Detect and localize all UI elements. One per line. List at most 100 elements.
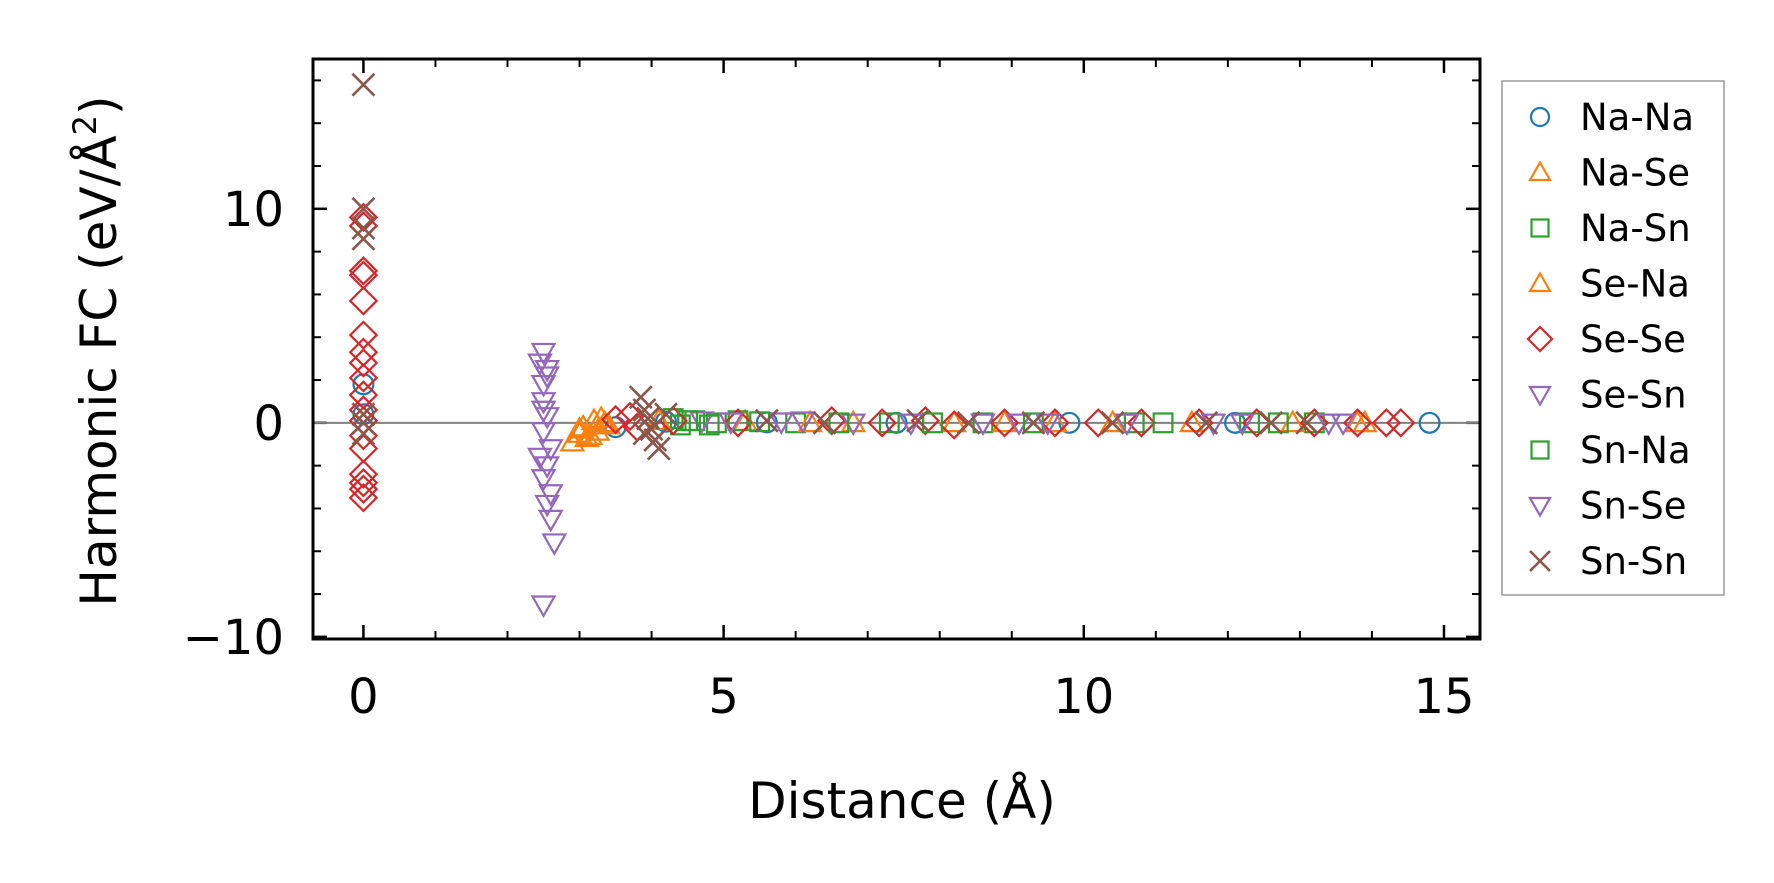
point-sn-sn xyxy=(1021,410,1046,435)
point-se-se xyxy=(348,348,379,378)
point-se-na xyxy=(1099,409,1126,433)
point-sn-sn xyxy=(632,398,657,422)
point-se-se xyxy=(348,474,379,504)
point-se-sn xyxy=(541,533,568,556)
plot-frame xyxy=(311,57,1482,641)
x-tick-label: 0 xyxy=(348,669,379,725)
y-axis-label-main: Harmonic FC (eV/Å xyxy=(70,135,128,606)
point-sn-sn xyxy=(632,421,657,446)
point-se-na xyxy=(797,409,823,433)
point-se-se xyxy=(348,202,379,233)
point-sn-sn xyxy=(1100,410,1125,435)
point-se-se xyxy=(1371,408,1402,438)
legend-marker-se-se xyxy=(1526,325,1554,353)
point-se-se xyxy=(1126,408,1157,438)
point-na-sn xyxy=(878,412,900,434)
data-points xyxy=(348,72,1441,618)
point-na-na xyxy=(352,373,375,396)
point-sn-sn xyxy=(754,408,779,433)
point-sn-sn xyxy=(956,410,981,435)
legend: Na-Na Na-Se Na-Sn Se-Na Se-Se Se-Sn Sn-Na Sn-Se… xyxy=(1501,80,1725,596)
x-axis-label: Distance (Å) xyxy=(748,772,1056,830)
legend-label-sn-sn: Sn-Sn xyxy=(1580,540,1687,583)
point-na-na xyxy=(1058,411,1081,434)
point-sn-sn xyxy=(351,421,376,446)
legend-label-se-sn: Se-Sn xyxy=(1580,374,1687,417)
point-se-se xyxy=(816,405,847,436)
point-se-sn xyxy=(1315,413,1342,437)
x-tick-label: 5 xyxy=(708,669,739,725)
point-sn-na xyxy=(677,410,699,432)
point-se-na xyxy=(577,422,604,446)
y-tick-label: 0 xyxy=(253,396,284,452)
point-se-se xyxy=(1342,408,1373,438)
point-sn-na xyxy=(1267,412,1289,434)
legend-marker-na-sn xyxy=(1530,218,1550,238)
point-se-se xyxy=(1299,408,1330,438)
point-se-se xyxy=(1184,408,1214,438)
y-axis-label-close: ) xyxy=(70,95,128,115)
point-se-sn xyxy=(970,413,996,437)
point-sn-se xyxy=(527,447,553,471)
y-tick-label: −10 xyxy=(183,610,284,666)
point-se-se xyxy=(989,408,1020,438)
legend-marker-na-na xyxy=(1529,106,1551,128)
point-se-sn xyxy=(530,374,557,398)
point-se-se xyxy=(1040,408,1070,438)
legend-marker-sn-sn xyxy=(1529,550,1551,572)
point-se-se xyxy=(348,468,379,498)
point-se-na xyxy=(591,409,618,433)
point-sn-sn xyxy=(906,408,931,433)
point-se-sn xyxy=(1114,413,1140,437)
legend-label-na-na: Na-Na xyxy=(1580,96,1694,139)
point-sn-se xyxy=(1330,413,1357,437)
legend-label-se-na: Se-Na xyxy=(1580,263,1690,306)
point-sn-sn xyxy=(351,410,376,435)
point-se-sn xyxy=(530,469,557,492)
point-se-se xyxy=(348,459,379,489)
point-sn-na xyxy=(922,412,943,434)
point-se-se xyxy=(1386,408,1416,438)
point-sn-sn xyxy=(1194,410,1219,435)
point-se-sn xyxy=(1229,413,1256,437)
point-sn-na xyxy=(828,412,850,434)
point-se-sn xyxy=(530,595,557,618)
point-sn-sn xyxy=(643,428,668,452)
legend-label-se-se: Se-Se xyxy=(1580,318,1686,361)
legend-label-na-se: Na-Se xyxy=(1580,152,1690,195)
point-se-se xyxy=(615,401,645,432)
y-axis-label-superscript: 2 xyxy=(66,115,104,135)
legend-label-sn-se: Sn-Se xyxy=(1580,485,1687,528)
point-sn-na xyxy=(698,414,720,436)
point-na-se xyxy=(595,411,622,435)
point-se-sn xyxy=(768,412,795,435)
legend-marker-se-na xyxy=(1528,271,1552,293)
legend-marker-na-se xyxy=(1528,160,1552,182)
legend-marker-se-sn xyxy=(1528,385,1552,407)
point-na-se xyxy=(941,409,968,433)
point-sn-sn xyxy=(351,196,376,221)
legend-label-na-sn: Na-Sn xyxy=(1580,207,1691,250)
point-sn-se xyxy=(789,411,816,434)
x-tick-label: 10 xyxy=(1053,669,1114,725)
point-sn-se xyxy=(1034,413,1061,437)
point-sn-na xyxy=(1152,412,1174,434)
point-se-se xyxy=(939,410,969,440)
point-se-na xyxy=(566,416,593,439)
point-sn-se xyxy=(534,366,561,389)
point-sn-sn xyxy=(351,72,376,97)
point-na-na xyxy=(654,410,677,433)
y-tick-label: 10 xyxy=(223,182,284,238)
x-tick-label: 15 xyxy=(1413,669,1474,725)
point-sn-se xyxy=(717,412,744,435)
point-na-sn xyxy=(727,410,749,432)
legend-label-sn-na: Sn-Na xyxy=(1580,429,1691,472)
point-se-na xyxy=(991,409,1018,433)
legend-marker-sn-se xyxy=(1528,496,1552,518)
point-sn-se xyxy=(534,494,561,518)
point-sn-sn xyxy=(1295,410,1320,435)
tick-labels: 0 5 10 15 −10 0 10 xyxy=(183,182,1475,725)
point-sn-se xyxy=(530,400,557,424)
point-se-na xyxy=(1344,409,1371,433)
